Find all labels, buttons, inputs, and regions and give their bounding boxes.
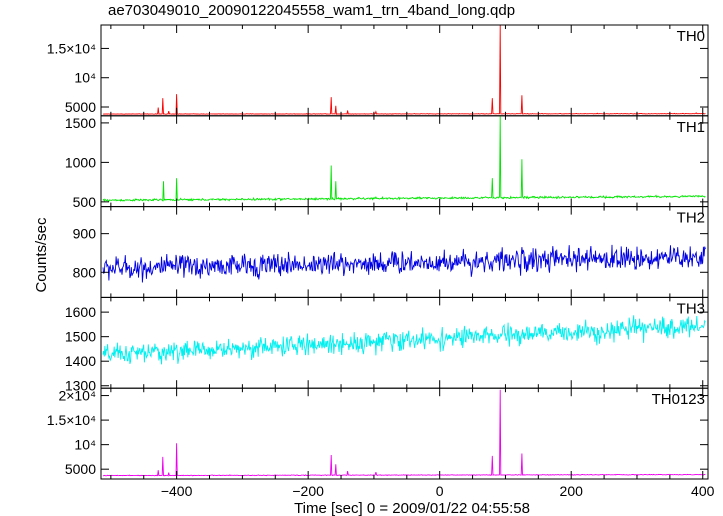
x-tick-label: −400 [161,483,193,499]
y-tick-label: 10⁴ [74,70,96,86]
series-th0-line [102,25,706,115]
y-tick-label: 1500 [65,329,96,345]
panel-frame [100,296,709,389]
y-axis-label: Counts/sec [33,217,50,293]
panel-th0123: 5000 10⁴ 1.5×10⁴ 2×10⁴ −400 −200 0 200 400 TH0123 [47,388,715,499]
y-tick-label: 10⁴ [74,437,96,453]
x-tick-label: −200 [292,483,324,499]
panel-frame [100,24,709,117]
series-th3-line [102,315,706,365]
panel-frame [100,115,709,208]
chart-panels: 5000 10⁴ 1.5×10⁴ TH0 500 1000 1500 TH1 800 900 TH2… [47,24,715,499]
y-tick-label: 800 [73,264,97,280]
panel-th0: 5000 10⁴ 1.5×10⁴ TH0 [47,24,709,117]
panel-label: TH1 [677,119,705,136]
panel-frame [100,387,709,480]
y-tick-label: 1.5×10⁴ [47,40,96,56]
y-tick-label: 1300 [65,378,96,394]
panel-label: TH3 [677,300,705,317]
y-tick-label: 1600 [65,304,96,320]
panel-label: TH0 [677,28,705,45]
y-tick-label: 2×10⁴ [58,388,96,404]
y-tick-label: 1000 [65,154,96,170]
y-tick-label: 1400 [65,353,96,369]
series-th2-line [102,244,706,283]
panel-label: TH2 [677,210,705,227]
y-tick-label: 1.5×10⁴ [47,412,96,428]
panel-th1: 500 1000 1500 TH1 [65,115,709,210]
series-th1-line [102,115,706,203]
y-tick-label: 900 [73,226,97,242]
panel-th2: 800 900 TH2 [73,206,709,298]
x-tick-label: 200 [560,483,584,499]
x-axis-label: Time [sec] 0 = 2009/01/22 04:55:58 [294,500,530,516]
x-tick-label: 0 [436,483,444,499]
panel-label: TH0123 [652,391,705,408]
y-tick-label: 1500 [65,115,96,131]
panel-th3: 1300 1400 1500 1600 TH3 [65,296,709,394]
chart-title: ae703049010_20090122045558_wam1_trn_4ban… [108,2,516,19]
x-tick-label: 400 [691,483,715,499]
y-tick-label: 5000 [65,461,96,477]
y-tick-label: 5000 [65,99,96,115]
y-tick-label: 500 [73,194,97,210]
series-th0123-line [102,389,706,477]
